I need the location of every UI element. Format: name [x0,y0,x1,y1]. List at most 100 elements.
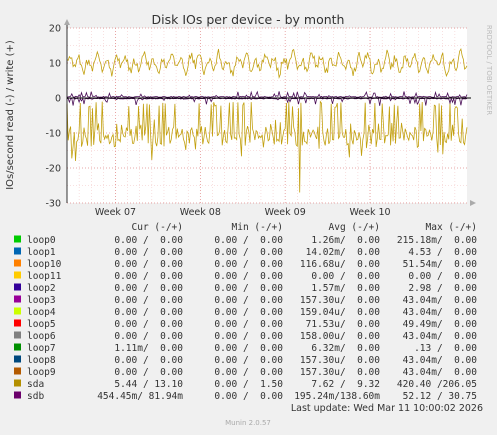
legend-value-min: 0.00 / 0.00 [214,283,283,294]
y-tick-label: -30 [45,199,61,210]
legend-header: Cur (-/+) [132,222,183,233]
y-tick-label: -10 [45,129,61,140]
x-tick-label: Week 08 [180,207,221,218]
legend-value-min: 0.00 / 0.00 [214,271,283,282]
legend-swatch-loop9 [14,367,21,375]
legend-label-loop11: loop11 [27,271,62,282]
legend-swatch-loop11 [14,271,21,279]
legend-value-cur: 0.00 / 0.00 [114,235,183,246]
legend-value-cur: 1.11m/ 0.00 [114,343,183,354]
legend-value-avg: 159.04u/ 0.00 [300,307,380,318]
legend-swatch-loop3 [14,295,21,303]
x-tick-label: Week 07 [95,207,136,218]
legend-label-sdb: sdb [27,391,44,402]
legend-value-avg: 157.30u/ 0.00 [300,295,380,306]
legend-label-loop8: loop8 [27,355,56,366]
legend-swatch-loop6 [14,331,21,339]
legend-value-cur: 0.00 / 0.00 [114,259,183,270]
legend-value-max: 215.18m/ 0.00 [397,235,477,246]
legend-swatch-loop2 [14,283,21,291]
legend-value-cur: 454.45m/ 81.94m [97,391,183,402]
legend-label-loop9: loop9 [27,367,56,378]
legend-swatch-loop0 [14,235,21,243]
legend-value-cur: 0.00 / 0.00 [114,331,183,342]
legend-value-avg: 157.30u/ 0.00 [300,367,380,378]
chart-title: Disk IOs per device - by month [152,12,345,27]
legend-value-max: 49.49m/ 0.00 [403,319,478,330]
y-axis-arrow [64,19,70,25]
legend-value-max: 43.04m/ 0.00 [403,307,478,318]
legend-label-loop5: loop5 [27,319,56,330]
legend-swatch-loop1 [14,247,21,255]
legend-value-avg: 14.02m/ 0.00 [306,247,381,258]
legend-header: Avg (-/+) [329,222,380,233]
legend-value-avg: 7.62 / 9.32 [311,379,380,390]
legend-value-cur: 0.00 / 0.00 [114,319,183,330]
legend-label-loop4: loop4 [27,307,56,318]
legend-value-max: 51.54m/ 0.00 [403,259,478,270]
legend-swatch-loop5 [14,319,21,327]
legend-value-avg: 1.57m/ 0.00 [311,283,380,294]
legend-label-loop2: loop2 [27,283,56,294]
legend-value-avg: 6.32m/ 0.00 [311,343,380,354]
legend-swatch-loop7 [14,343,21,351]
legend-value-min: 0.00 / 0.00 [214,331,283,342]
legend-swatch-sda [14,379,21,387]
legend-value-max: 2.98 / 0.00 [408,283,477,294]
legend-value-min: 0.00 / 0.00 [214,235,283,246]
legend-header: Max (-/+) [426,222,477,233]
legend-value-avg: 1.26m/ 0.00 [311,235,380,246]
legend-value-cur: 0.00 / 0.00 [114,295,183,306]
munin-version: Munin 2.0.57 [225,419,271,427]
legend-value-min: 0.00 / 0.00 [214,319,283,330]
legend-value-cur: 0.00 / 0.00 [114,307,183,318]
legend-value-min: 0.00 / 0.00 [214,391,283,402]
legend-swatch-loop8 [14,355,21,363]
legend-value-max: 0.00 / 0.00 [408,271,477,282]
y-tick-labels: 20 10 0 -10 -20 -30 [45,24,61,210]
legend-value-min: 0.00 / 0.00 [214,343,283,354]
legend-label-loop6: loop6 [27,331,56,342]
x-tick-label: Week 09 [265,207,306,218]
legend-value-cur: 0.00 / 0.00 [114,247,183,258]
x-axis-arrow [470,200,476,206]
legend-label-loop0: loop0 [27,235,56,246]
legend-value-max: .13 / 0.00 [414,343,477,354]
legend-value-cur: 0.00 / 0.00 [114,283,183,294]
legend-value-max: 4.53 / 0.00 [408,247,477,258]
rrdtool-credit: RRDTOOL / TOBI OETIKER [485,25,493,115]
legend-value-max: 43.04m/ 0.00 [403,331,478,342]
y-axis-label: IOs/second read (-) / write (+) [5,40,16,190]
series-line-sda-write [66,47,468,79]
legend-value-cur: 0.00 / 0.00 [114,355,183,366]
legend-label-loop7: loop7 [27,343,56,354]
legend-swatch-loop4 [14,307,21,315]
legend-value-max: 43.04m/ 0.00 [403,355,478,366]
plot-axes [64,19,476,206]
legend-value-min: 0.00 / 0.00 [214,355,283,366]
legend-value-cur: 0.00 / 0.00 [114,271,183,282]
legend-value-min: 0.00 / 0.00 [214,247,283,258]
legend-value-cur: 0.00 / 0.00 [114,367,183,378]
legend-label-loop10: loop10 [27,259,62,270]
legend-value-min: 0.00 / 0.00 [214,307,283,318]
legend-value-avg: 195.24m/138.60m [294,391,380,402]
legend-label-loop3: loop3 [27,295,56,306]
legend-value-min: 0.00 / 0.00 [214,295,283,306]
legend-value-max: 43.04m/ 0.00 [403,367,478,378]
legend-value-min: 0.00 / 1.50 [214,379,283,390]
legend-value-cur: 5.44 / 13.10 [114,379,183,390]
series-line-sda-read [66,100,468,193]
x-tick-label: Week 10 [349,207,390,218]
legend-value-min: 0.00 / 0.00 [214,367,283,378]
legend-value-max: 43.04m/ 0.00 [403,295,478,306]
y-tick-label: -20 [45,164,61,175]
last-update: Last update: Wed Mar 11 10:00:02 2026 [291,403,483,414]
legend-label-loop1: loop1 [27,247,56,258]
legend-value-avg: 158.00u/ 0.00 [300,331,380,342]
legend-table: Cur (-/+) Min (-/+) Avg (-/+) Max (-/+) loop… [14,222,477,402]
legend-value-max: 52.12 / 30.75 [403,391,477,402]
legend-label-sda: sda [27,379,44,390]
